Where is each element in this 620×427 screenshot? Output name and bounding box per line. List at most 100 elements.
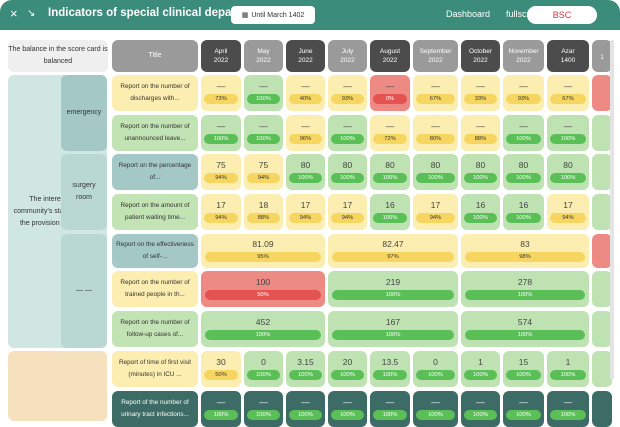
data-cell[interactable]: — 100% <box>547 115 589 151</box>
data-cell[interactable]: 0 100% <box>244 351 283 387</box>
data-cell[interactable]: 75 94% <box>201 154 241 190</box>
data-cell[interactable]: 20 100% <box>328 351 367 387</box>
quarter-cell[interactable] <box>592 271 612 307</box>
row-title-0[interactable]: Report on the number of discharges with.… <box>112 75 198 111</box>
month-header-7[interactable]: November 2022 <box>503 40 544 72</box>
data-cell[interactable]: 80 100% <box>370 154 410 190</box>
row-title-4[interactable]: Report on the effectiveness of self-... <box>112 234 198 268</box>
quarter-cell[interactable]: 167 100% <box>328 311 458 347</box>
quarter-cell[interactable]: 219 100% <box>328 271 458 307</box>
data-cell[interactable]: 18 88% <box>244 194 283 230</box>
quarter-cell[interactable]: 83 98% <box>461 234 589 268</box>
month-header-1[interactable]: May 2022 <box>244 40 283 72</box>
bsc-button[interactable]: BSC <box>527 6 597 24</box>
data-cell[interactable]: 80 100% <box>328 154 367 190</box>
quarter-cell[interactable] <box>592 311 612 347</box>
month-header-9[interactable]: 1 <box>592 40 612 72</box>
data-cell[interactable]: 13.5 100% <box>370 351 410 387</box>
data-cell[interactable]: — 100% <box>503 115 544 151</box>
date-filter-button[interactable]: ▦ Until March 1402 <box>231 6 315 24</box>
quarter-cell[interactable]: 82.47 97% <box>328 234 458 268</box>
data-cell[interactable]: — 100% <box>244 391 283 427</box>
data-cell[interactable]: 17 94% <box>328 194 367 230</box>
data-cell[interactable]: — 100% <box>503 391 544 427</box>
data-cell[interactable]: — 67% <box>413 75 458 111</box>
row-title-6[interactable]: Report on the number of follow-up cases … <box>112 311 198 347</box>
data-cell[interactable]: — 100% <box>286 391 325 427</box>
data-cell[interactable]: — 40% <box>286 75 325 111</box>
data-cell[interactable]: — 100% <box>461 391 500 427</box>
cell-value: — <box>385 120 395 131</box>
data-cell[interactable]: — 100% <box>370 391 410 427</box>
data-cell[interactable] <box>592 351 612 387</box>
fullscreen-link[interactable]: fullscreen <box>506 9 545 19</box>
data-cell[interactable] <box>592 75 612 111</box>
quarter-cell[interactable]: 81.09 95% <box>201 234 325 268</box>
row-title-5[interactable]: Report on the number of trained people i… <box>112 271 198 307</box>
data-cell[interactable]: 16 100% <box>461 194 500 230</box>
data-cell[interactable]: — 67% <box>547 75 589 111</box>
quarter-cell[interactable]: 452 100% <box>201 311 325 347</box>
data-cell[interactable]: 1 100% <box>461 351 500 387</box>
row-title-7[interactable]: Report of time of first visit (minutes) … <box>112 351 198 387</box>
data-cell[interactable]: — 96% <box>286 115 325 151</box>
data-cell[interactable]: — 100% <box>201 391 241 427</box>
month-header-5[interactable]: September 2022 <box>413 40 458 72</box>
data-cell[interactable]: — 80% <box>413 115 458 151</box>
data-cell[interactable]: — 88% <box>461 115 500 151</box>
data-cell[interactable] <box>592 154 612 190</box>
data-cell[interactable]: — 93% <box>503 75 544 111</box>
data-cell[interactable]: — 100% <box>328 391 367 427</box>
data-cell[interactable]: 80 100% <box>286 154 325 190</box>
data-cell[interactable]: — 100% <box>328 115 367 151</box>
row-title-3[interactable]: Report on the amount of patient waiting … <box>112 194 198 230</box>
row-title-1[interactable]: Report on the number of unannounced leav… <box>112 115 198 151</box>
data-cell[interactable]: 17 94% <box>547 194 589 230</box>
close-icon[interactable]: × <box>10 6 18 21</box>
cell-value: 80 <box>385 159 395 170</box>
data-cell[interactable]: 80 100% <box>503 154 544 190</box>
quarter-cell[interactable]: 100 50% <box>201 271 325 307</box>
quarter-cell[interactable]: 574 100% <box>461 311 589 347</box>
data-cell[interactable]: 16 100% <box>370 194 410 230</box>
month-header-6[interactable]: October 2022 <box>461 40 500 72</box>
month-header-4[interactable]: August 2022 <box>370 40 410 72</box>
data-cell[interactable]: — 93% <box>328 75 367 111</box>
data-cell[interactable]: 0 100% <box>413 351 458 387</box>
data-cell[interactable]: — 100% <box>244 115 283 151</box>
data-cell[interactable]: — 0% <box>370 75 410 111</box>
vertical-scrollbar[interactable] <box>610 40 614 380</box>
data-cell[interactable]: 17 94% <box>286 194 325 230</box>
data-cell[interactable]: — 100% <box>244 75 283 111</box>
data-cell[interactable]: 30 50% <box>201 351 241 387</box>
row-title-8[interactable]: Report of the number of urinary tract in… <box>112 391 198 427</box>
data-cell[interactable]: — 73% <box>201 75 241 111</box>
row-title-2[interactable]: Report on the percentage of... <box>112 154 198 190</box>
data-cell[interactable]: 80 100% <box>461 154 500 190</box>
data-cell[interactable] <box>592 115 612 151</box>
quarter-cell[interactable]: 278 100% <box>461 271 589 307</box>
month-header-2[interactable]: June 2022 <box>286 40 325 72</box>
month-header-0[interactable]: April 2022 <box>201 40 241 72</box>
data-cell[interactable]: 16 100% <box>503 194 544 230</box>
month-header-3[interactable]: July 2022 <box>328 40 367 72</box>
data-cell[interactable]: 80 100% <box>547 154 589 190</box>
data-cell[interactable]: 3.15 100% <box>286 351 325 387</box>
data-cell[interactable]: — 100% <box>547 391 589 427</box>
data-cell[interactable]: 17 94% <box>201 194 241 230</box>
data-cell[interactable]: 75 94% <box>244 154 283 190</box>
collapse-icon[interactable]: ↘ <box>27 8 36 19</box>
dashboard-link[interactable]: Dashboard <box>446 9 491 19</box>
data-cell[interactable]: — 100% <box>413 391 458 427</box>
quarter-cell[interactable] <box>592 234 612 268</box>
month-header-8[interactable]: Azar 1400 <box>547 40 589 72</box>
data-cell[interactable]: 15 100% <box>503 351 544 387</box>
data-cell[interactable]: 80 100% <box>413 154 458 190</box>
data-cell[interactable]: — 100% <box>201 115 241 151</box>
data-cell[interactable]: 1 100% <box>547 351 589 387</box>
data-cell[interactable] <box>592 194 612 230</box>
data-cell[interactable]: — 72% <box>370 115 410 151</box>
data-cell[interactable]: 17 94% <box>413 194 458 230</box>
data-cell[interactable]: — 33% <box>461 75 500 111</box>
data-cell[interactable] <box>592 391 612 427</box>
